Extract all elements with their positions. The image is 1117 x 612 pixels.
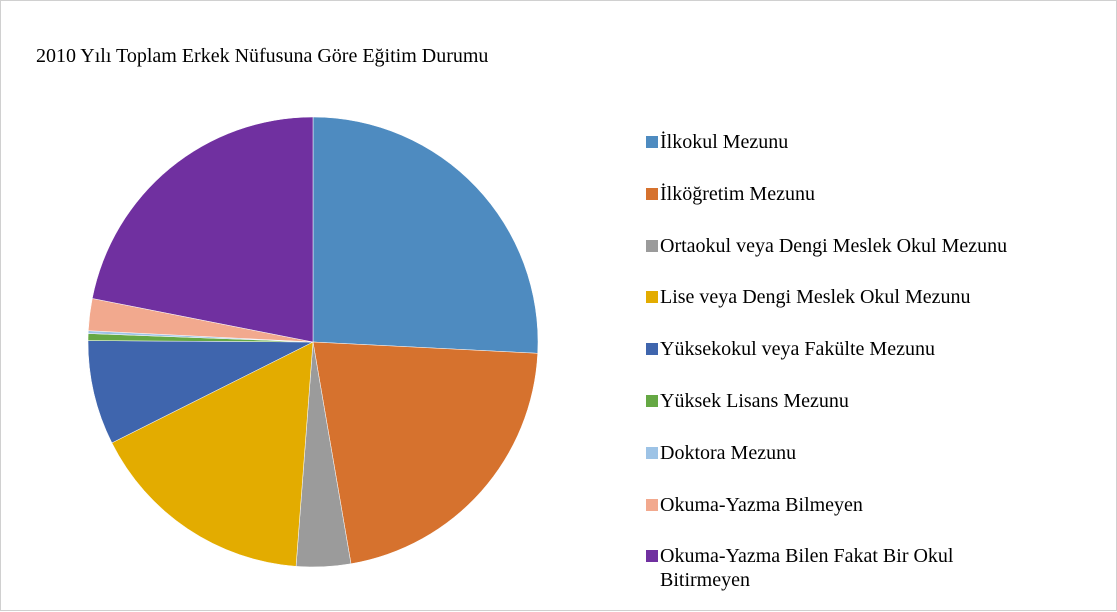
legend-item: Doktora Mezunu <box>646 441 1046 465</box>
legend-item: Ortaokul veya Dengi Meslek Okul Mezunu <box>646 234 1046 258</box>
legend-label: İlkokul Mezunu <box>660 131 789 153</box>
legend-swatch <box>646 550 658 563</box>
legend-swatch <box>646 343 658 356</box>
legend-item: Yüksek Lisans Mezunu <box>646 389 1046 413</box>
legend-item: Yüksekokul veya Fakülte Mezunu <box>646 337 1046 361</box>
legend-label: Lise veya Dengi Meslek Okul Mezunu <box>660 286 971 309</box>
legend-label: Okuma-Yazma Bilen Fakat Bir Okul Bitirme… <box>660 545 954 592</box>
pie-slice <box>87 340 314 444</box>
legend-swatch <box>646 446 658 459</box>
legend-item: Lise veya Dengi Meslek Okul Mezunu <box>646 285 1046 309</box>
legend-item: İlköğretim Mezunu <box>646 182 1046 206</box>
pie-slice <box>312 341 538 565</box>
legend-swatch <box>646 395 658 407</box>
legend-swatch <box>646 291 658 304</box>
legend-swatch <box>646 136 658 148</box>
pie-slice <box>312 116 539 354</box>
chart-title: 2010 Yılı Toplam Erkek Nüfusuna Göre Eği… <box>36 45 489 67</box>
legend-item: Okuma-Yazma Bilmeyen <box>646 493 1046 517</box>
legend-swatch <box>646 187 658 200</box>
legend-item: İlkokul Mezunu <box>646 130 1046 154</box>
legend-item: Okuma-Yazma Bilen Fakat Bir Okul Bitirme… <box>646 544 1046 592</box>
legend-label: Okuma-Yazma Bilmeyen <box>660 493 863 516</box>
legend-label: Yüksek Lisans Mezunu <box>660 390 849 412</box>
legend-label: Yüksekokul veya Fakülte Mezunu <box>660 338 935 361</box>
legend-swatch <box>646 239 658 252</box>
legend-label: Doktora Mezunu <box>660 441 797 464</box>
legend-swatch <box>646 498 658 511</box>
legend-label: Ortaokul veya Dengi Meslek Okul Mezunu <box>660 234 1008 257</box>
legend-label: İlköğretim Mezunu <box>660 182 815 205</box>
pie-slice <box>91 116 314 343</box>
pie-slice <box>111 341 314 567</box>
